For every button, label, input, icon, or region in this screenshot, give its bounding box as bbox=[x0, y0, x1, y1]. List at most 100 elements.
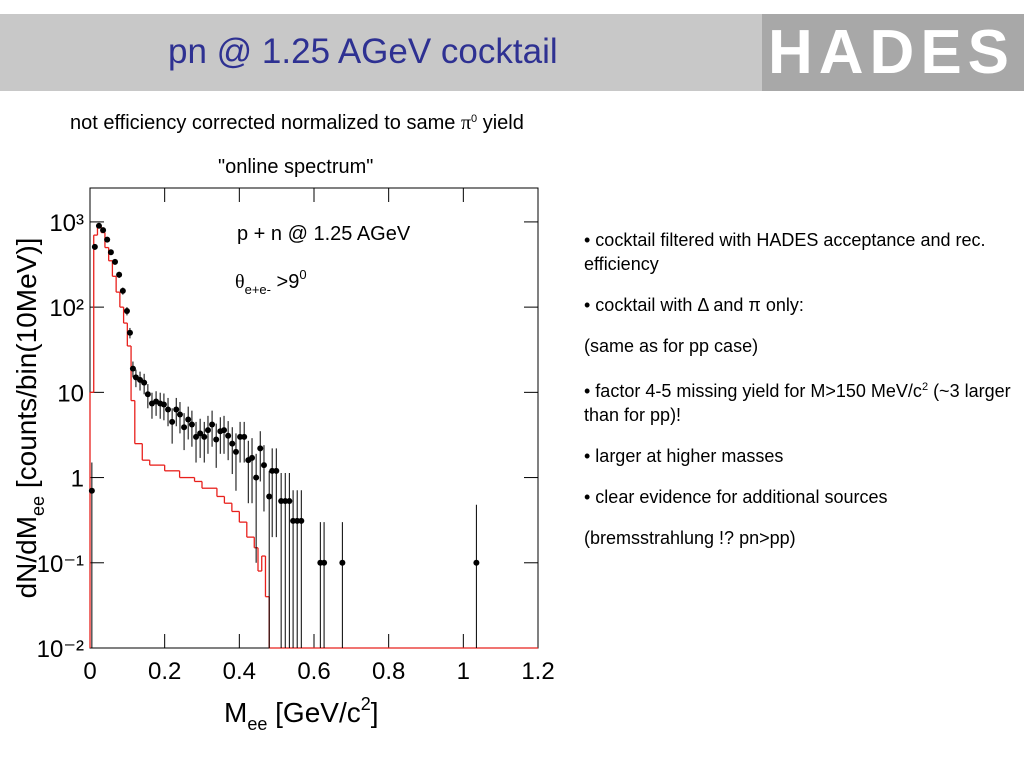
logo: HADES bbox=[762, 14, 1024, 91]
data-point bbox=[229, 440, 236, 447]
data-point bbox=[225, 432, 232, 439]
x-tick-label: 0 bbox=[83, 658, 96, 685]
data-point bbox=[119, 287, 126, 294]
slide-title: pn @ 1.25 AGeV cocktail bbox=[168, 32, 558, 71]
data-point bbox=[249, 454, 256, 461]
data-point bbox=[188, 421, 195, 428]
chart: p + n @ 1.25 AGeV θe+e- >90 Mee [GeV/c2]… bbox=[11, 187, 555, 734]
data-point bbox=[100, 227, 107, 234]
subtitle-text: yield bbox=[477, 112, 524, 134]
annotation-sub: e+e- bbox=[245, 282, 271, 297]
data-point bbox=[221, 427, 228, 434]
subtitle-sup: 0 bbox=[471, 113, 478, 125]
x-label-text: M bbox=[224, 697, 247, 728]
y-axis-label: dN/dMee [counts/bin(10MeV)] bbox=[11, 238, 48, 599]
annotation: θe+e- >90 bbox=[235, 267, 307, 297]
data-point bbox=[294, 517, 301, 524]
data-point bbox=[141, 379, 148, 386]
data-point bbox=[88, 487, 95, 494]
data-point bbox=[193, 433, 200, 440]
data-point bbox=[237, 433, 244, 440]
bullet: • clear evidence for additional sources bbox=[584, 487, 888, 507]
x-tick-label: 0.2 bbox=[148, 658, 181, 685]
plot-frame bbox=[89, 187, 539, 649]
data-point bbox=[144, 391, 151, 398]
data-point bbox=[232, 448, 239, 455]
data-point bbox=[253, 474, 260, 481]
data-point bbox=[273, 467, 280, 474]
x-label-sub: ee bbox=[247, 714, 267, 734]
y-tick-label: 10⁻² bbox=[37, 636, 84, 663]
y-tick-label: 10 bbox=[57, 380, 84, 407]
x-tick-label: 0.4 bbox=[223, 658, 256, 685]
x-tick-label: 1.2 bbox=[521, 658, 554, 685]
bullet: • larger at higher masses bbox=[584, 446, 784, 466]
y-tick-label: 10² bbox=[49, 295, 84, 322]
annotation-text: >9 bbox=[271, 271, 299, 293]
data-point bbox=[298, 517, 305, 524]
bullet: (bremsstrahlung !? pn>pp) bbox=[584, 528, 796, 548]
data-point bbox=[129, 365, 136, 372]
data-point bbox=[286, 498, 293, 505]
x-axis-label: Mee [GeV/c2] bbox=[224, 694, 379, 734]
data-point bbox=[204, 427, 211, 434]
annotation: p + n @ 1.25 AGeV bbox=[237, 223, 411, 245]
data-point bbox=[116, 271, 123, 278]
x-tick-label: 1 bbox=[457, 658, 470, 685]
bullet: • factor 4-5 missing yield for M>150 MeV… bbox=[584, 375, 1014, 427]
data-point bbox=[269, 467, 276, 474]
data-point bbox=[181, 424, 188, 431]
data-point bbox=[257, 445, 264, 452]
data-point bbox=[165, 406, 172, 413]
annotation-symbol: θ bbox=[235, 271, 245, 293]
bullet-list: • cocktail filtered with HADES acceptanc… bbox=[584, 228, 1014, 567]
bullet-text: • factor 4-5 missing yield for M>150 MeV… bbox=[584, 381, 922, 401]
bullet-sup: 2 bbox=[921, 381, 929, 393]
data-point bbox=[266, 493, 273, 500]
data-point bbox=[160, 401, 167, 408]
data-point bbox=[173, 406, 180, 413]
data-point bbox=[201, 433, 208, 440]
data-point bbox=[123, 308, 130, 315]
y-label-sub: ee bbox=[28, 496, 48, 516]
data-point bbox=[209, 421, 216, 428]
bullet: • cocktail with Δ and π only: bbox=[584, 295, 804, 315]
data-point bbox=[290, 517, 297, 524]
y-label-text: dN/dM bbox=[11, 516, 42, 598]
data-point bbox=[185, 416, 192, 423]
subtitle-text: not efficiency corrected normalized to s… bbox=[70, 112, 461, 134]
data-point bbox=[112, 258, 119, 265]
x-label-text: [GeV/c bbox=[267, 697, 360, 728]
bullet: (same as for pp case) bbox=[584, 336, 759, 356]
data-point bbox=[321, 559, 328, 566]
data-point bbox=[95, 222, 102, 229]
x-tick-label: 0.8 bbox=[372, 658, 405, 685]
data-point bbox=[339, 559, 346, 566]
data-point bbox=[213, 436, 220, 443]
y-tick-label: 10⁻¹ bbox=[37, 551, 84, 578]
bullet-text: (~3 larger than for pp)! bbox=[584, 381, 1011, 425]
x-label-text: ] bbox=[371, 697, 379, 728]
bullet: • cocktail filtered with HADES acceptanc… bbox=[584, 230, 986, 274]
data-point bbox=[107, 249, 114, 256]
data-point bbox=[278, 498, 285, 505]
data-point bbox=[126, 329, 133, 336]
data-point bbox=[473, 559, 480, 566]
data-point bbox=[197, 430, 204, 437]
data-point bbox=[176, 411, 183, 418]
x-tick-label: 0.6 bbox=[297, 658, 330, 685]
subtitle: not efficiency corrected normalized to s… bbox=[70, 112, 524, 135]
y-tick-label: 10³ bbox=[49, 210, 84, 237]
data-point bbox=[241, 433, 248, 440]
data-point bbox=[282, 498, 289, 505]
y-label-text: [counts/bin(10MeV)] bbox=[11, 238, 42, 496]
chart-caption: "online spectrum" bbox=[218, 156, 374, 178]
y-tick-label: 1 bbox=[71, 466, 84, 493]
data-point bbox=[91, 243, 98, 250]
subtitle-symbol: π bbox=[460, 112, 472, 134]
data-point bbox=[260, 462, 267, 469]
x-label-sup: 2 bbox=[361, 694, 371, 714]
data-point bbox=[169, 418, 176, 425]
data-point bbox=[104, 236, 111, 243]
